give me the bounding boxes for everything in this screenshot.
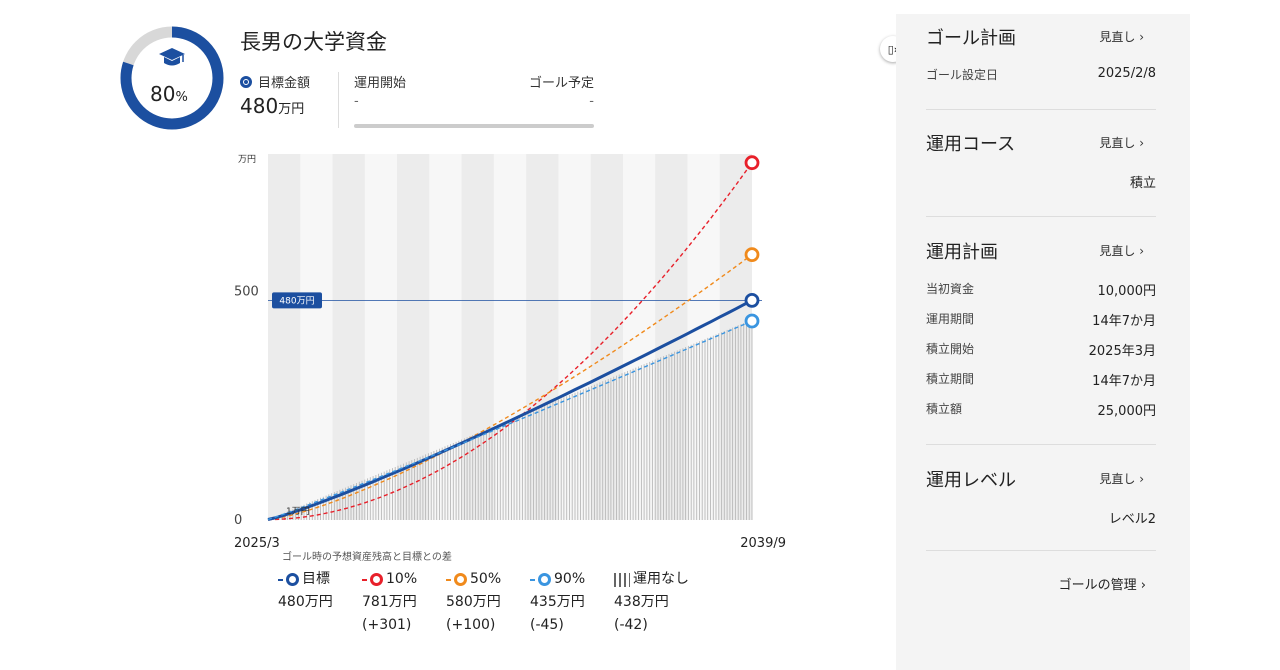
level-section: 運用レベル 見直し › レベル2 (926, 466, 1156, 527)
bars-icon (614, 572, 630, 587)
legend-value: 435万円 (530, 594, 585, 610)
legend-label: 運用なし (633, 571, 689, 587)
legend-label: 50% (470, 571, 502, 587)
y-unit-label: 万円 (238, 154, 256, 165)
legend-diff: (+301) (362, 617, 412, 633)
line-swatch (278, 578, 283, 581)
x-start-label: 2025/3 (234, 536, 280, 550)
p50-marker (744, 247, 760, 263)
p10-marker (744, 155, 760, 171)
series-marker-icon (370, 573, 383, 586)
line-swatch (530, 578, 535, 581)
legend-value: 438万円 (614, 594, 669, 610)
chart-legend: 目標 480万円 10% 781万円 (+301) 50% 580万円 (+100) 90% 43… (278, 568, 698, 637)
series-line (267, 299, 753, 521)
y-tick-label: 0 (234, 513, 242, 528)
legend-label: 90% (554, 571, 586, 587)
p90-marker (744, 313, 760, 329)
course-section: 運用コース 見直し › 積立 (926, 130, 1156, 191)
year-stripe (332, 154, 365, 520)
divider (926, 444, 1156, 445)
investment-plan-section: 運用計画 見直し › 当初資金 10,000円 運用期間 14年7か月 積立開始 20… (926, 238, 1156, 419)
legend-label: 10% (386, 571, 418, 587)
start-label: 運用開始 (354, 76, 407, 91)
investment-plan-title: 運用計画 (926, 242, 998, 263)
legend-item-p10: 10% 781万円 (+301) (362, 568, 446, 637)
chart-caption: ゴール時の予想資産残高と目標との差 (282, 552, 452, 563)
x-end-label: 2039/9 (740, 536, 786, 550)
goal-date-label: ゴール予定 (528, 76, 594, 91)
asset-projection-chart: 0 500 480万円 万円 1万円 2025/3 2039/9 (234, 154, 786, 550)
progress-percent: 80% (150, 82, 188, 106)
legend-item-none: 運用なし 438万円 (-42) (614, 568, 698, 637)
goal-manage-link[interactable]: ゴールの管理 › (1058, 578, 1146, 593)
no-investment-bars (267, 319, 753, 520)
goal-plan-section: ゴール計画 見直し › ゴール設定日 2025/2/8 (926, 24, 1156, 82)
goal-date-value: - (589, 94, 594, 109)
series-marker-icon (538, 573, 551, 586)
target-amount-value: 480万円 (240, 94, 305, 118)
goal-plan-review-link[interactable]: 見直し › (1099, 30, 1144, 44)
legend-item-p90: 90% 435万円 (-45) (530, 568, 614, 637)
target-amount-label: 目標金額 (240, 72, 310, 91)
period-progress-bar (354, 124, 594, 128)
investment-plan-review-link[interactable]: 見直し › (1099, 244, 1144, 258)
legend-value: 580万円 (446, 594, 501, 610)
legend-diff: (-42) (614, 617, 648, 633)
year-stripe (268, 154, 301, 520)
series-line (267, 320, 753, 521)
divider (926, 109, 1156, 110)
goal-side-panel: ゴール計画 見直し › ゴール設定日 2025/2/8 運用コース 見直し › … (896, 14, 1190, 670)
year-stripe (590, 154, 623, 520)
series-marker-icon (454, 573, 467, 586)
start-value: - (354, 94, 359, 109)
goal-plan-title: ゴール計画 (926, 28, 1016, 49)
course-title: 運用コース (926, 134, 1016, 155)
y-tick-label: 500 (234, 284, 259, 299)
goal-title: 長男の大学資金 (240, 30, 387, 54)
legend-value: 781万円 (362, 594, 417, 610)
target-marker (744, 292, 760, 308)
line-swatch (362, 578, 367, 581)
series-line (267, 254, 753, 521)
legend-item-target: 目標 480万円 (278, 568, 362, 637)
series-marker-icon (286, 573, 299, 586)
legend-value: 480万円 (278, 594, 333, 610)
legend-item-p50: 50% 580万円 (+100) (446, 568, 530, 637)
line-swatch (446, 578, 451, 581)
level-title: 運用レベル (926, 470, 1016, 491)
divider (338, 72, 339, 128)
legend-diff: (+100) (446, 617, 496, 633)
level-review-link[interactable]: 見直し › (1099, 472, 1144, 486)
start-value-label: 1万円 (286, 506, 310, 517)
graduation-cap-icon (159, 48, 185, 66)
legend-label: 目標 (302, 571, 330, 587)
course-review-link[interactable]: 見直し › (1099, 136, 1144, 150)
target-badge-label: 480万円 (279, 295, 314, 306)
target-badge (272, 292, 322, 309)
legend-diff: (-45) (530, 617, 564, 633)
progress-donut (120, 26, 224, 130)
divider (926, 216, 1156, 217)
divider (926, 550, 1156, 551)
target-marker-icon (240, 75, 252, 88)
